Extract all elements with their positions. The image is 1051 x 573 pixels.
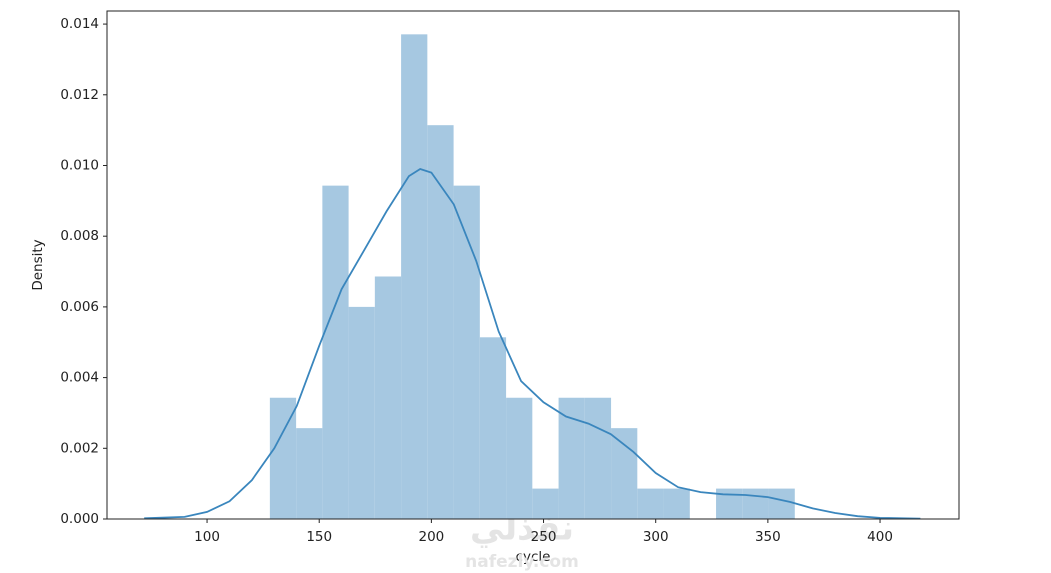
- bar: [584, 397, 612, 519]
- bar: [506, 397, 533, 519]
- x-axis-label: cycle: [516, 549, 551, 565]
- bar: [637, 488, 664, 519]
- bar: [532, 488, 559, 519]
- y-axis-label: Density: [30, 239, 46, 290]
- bar: [401, 34, 428, 519]
- bar: [768, 488, 795, 519]
- y-tick-label: 0.008: [60, 228, 99, 244]
- y-tick-label: 0.002: [60, 440, 99, 456]
- y-tick-label: 0.014: [60, 16, 99, 32]
- bar: [742, 488, 769, 519]
- bar: [479, 337, 507, 519]
- x-tick-label: 300: [643, 529, 669, 545]
- x-tick-label: 150: [306, 529, 332, 545]
- x-tick-label: 100: [194, 529, 220, 545]
- bar: [663, 488, 690, 519]
- y-tick-label: 0.010: [60, 157, 99, 173]
- x-tick-label: 200: [418, 529, 444, 545]
- plot-frame: [106, 10, 960, 520]
- bar: [611, 428, 638, 519]
- bar: [269, 397, 297, 519]
- y-tick-label: 0.004: [60, 370, 99, 386]
- bar: [296, 428, 323, 519]
- bar: [348, 306, 375, 519]
- bar: [427, 125, 454, 519]
- y-tick-label: 0.012: [60, 87, 99, 103]
- bar: [374, 276, 402, 519]
- x-tick-label: 350: [755, 529, 781, 545]
- bar: [558, 397, 585, 519]
- bar: [322, 185, 349, 519]
- x-tick-label: 250: [531, 529, 557, 545]
- watermark: nafezly.com: [465, 552, 579, 572]
- kde-line: [144, 168, 921, 520]
- x-tick-label: 400: [867, 529, 893, 545]
- y-tick-label: 0.000: [60, 511, 99, 527]
- bar: [453, 185, 480, 519]
- y-tick-label: 0.006: [60, 299, 99, 315]
